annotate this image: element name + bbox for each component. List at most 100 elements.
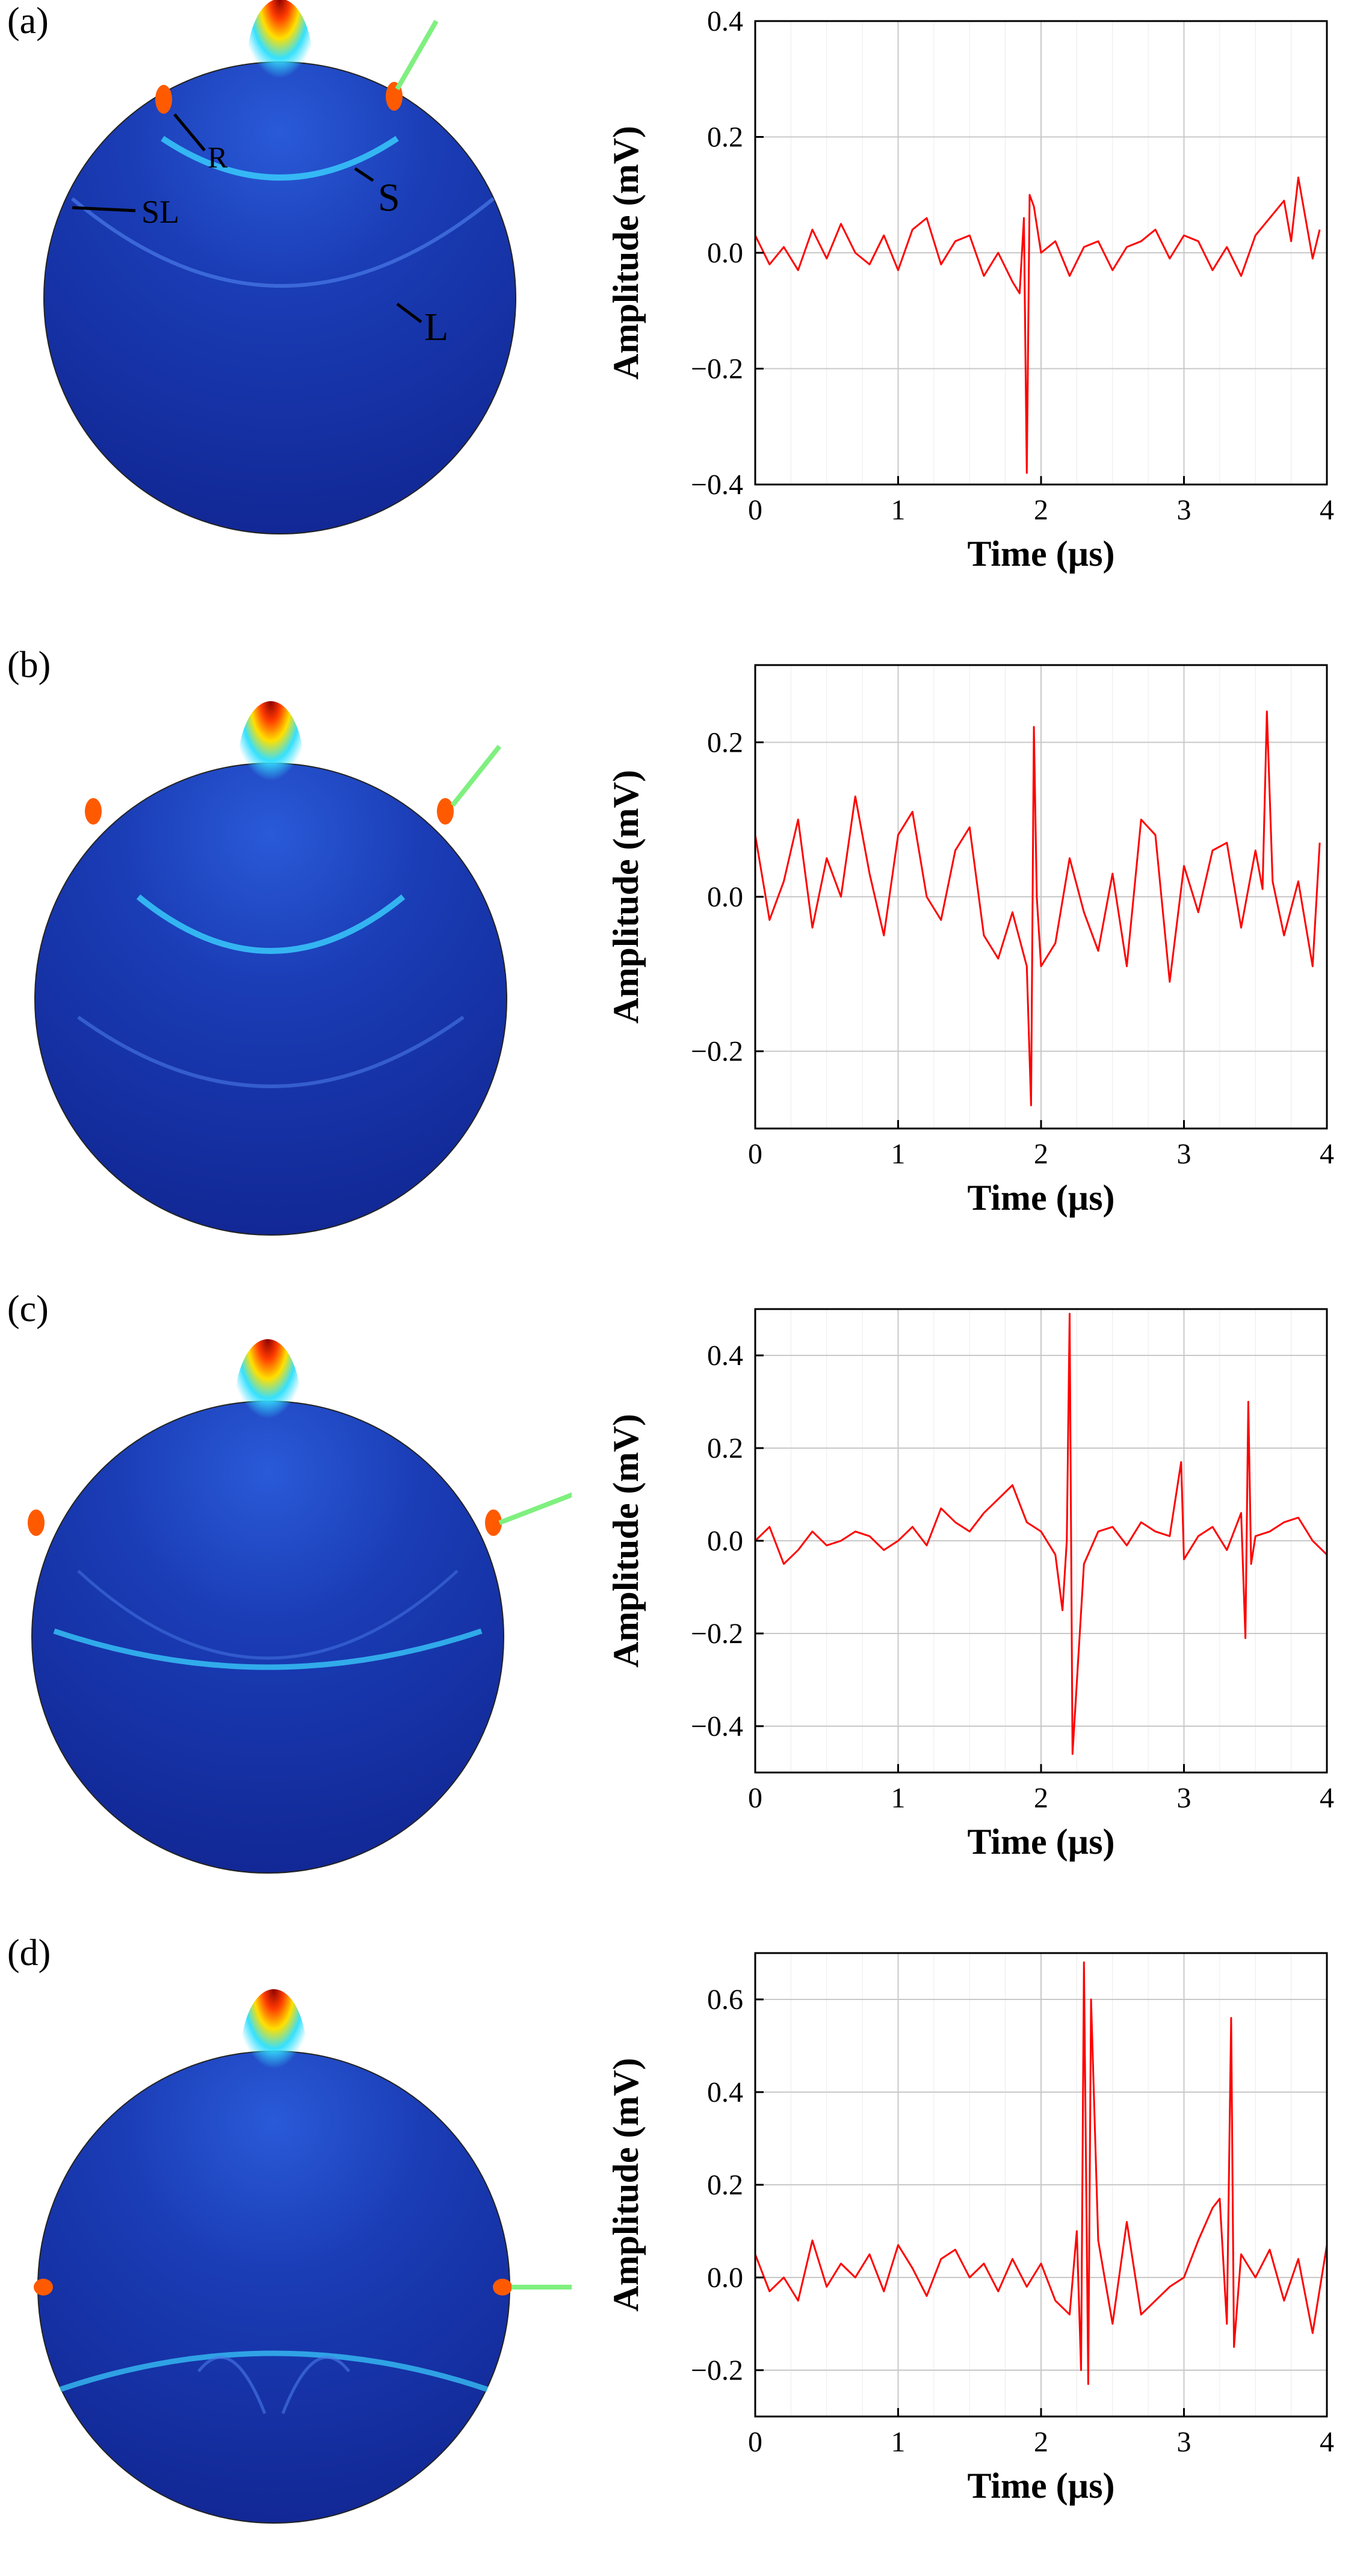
wave-simulation [28,1339,572,1874]
pointer-arrow-icon [395,20,439,90]
time-series-plot: 0 1 2 3 4 −0.4 −0.2 0.0 0.2 0.4 Time (µs) Amplitude… [606,5,1334,574]
x-tick-label: 1 [891,2426,906,2458]
time-series-plot: 0 1 2 3 4 −0.2 0.0 0.2 Time (µs) Amplitude (mV) [606,664,1334,1218]
x-tick-label: 0 [748,1138,762,1170]
x-tick-label: 4 [1320,1138,1334,1170]
hotspot-right [437,798,454,825]
x-axis-title: Time (µs) [967,1822,1114,1862]
x-tick-label: 3 [1177,1138,1191,1170]
wavefront-l [71,197,495,288]
x-tick-label: 2 [1034,1782,1048,1814]
y-tick-label: 0.2 [707,726,743,758]
x-tick-label: 3 [1177,1782,1191,1814]
hotspot-left [155,85,172,114]
arrow-r [173,113,206,152]
wavefront-l [197,2356,350,2414]
y-tick-label: −0.2 [691,353,743,385]
y-tick-label: −0.4 [691,469,743,501]
signal-line [754,710,1321,1106]
x-tick-label: 2 [1034,494,1048,526]
y-axis-title: Amplitude (mV) [606,770,646,1024]
y-tick-label: 0.2 [707,1432,743,1464]
wavefront-l [77,1015,465,1088]
y-axis-title: Amplitude (mV) [606,1414,646,1668]
y-tick-label: 0.0 [707,2262,743,2294]
pointer-arrow-icon [498,1492,572,1525]
wavefront-s [136,894,406,954]
x-tick-label: 2 [1034,1138,1048,1170]
x-tick-label: 3 [1177,494,1191,526]
wavefront-s [59,2350,489,2392]
annotation-s: S [378,176,400,220]
source-hotspot [241,1989,307,2122]
wave-simulation [34,701,507,1236]
wave-simulation [34,1989,572,2524]
x-tick-label: 2 [1034,2426,1048,2458]
panel-label: (d) [7,1933,51,1974]
panel-a: (a) R S SL L [0,0,1366,644]
hotspot-left [85,798,102,825]
source-hotspot [238,701,304,834]
y-tick-label: −0.2 [691,2355,743,2386]
source-hotspot [247,0,313,131]
annotation-r: R [208,140,228,174]
hotspot-left [28,1509,45,1536]
arrow-sl [72,206,136,212]
panel-label: (b) [7,645,51,686]
specimen-disk [31,1401,504,1874]
hotspot-left [34,2279,53,2296]
hotspot-right [493,2279,512,2296]
panel-c: (c) 0 1 2 3 4 −0.4 −0.2 0.0 0.2 0.4 Time (µs) Ampli… [0,1288,1366,1932]
y-tick-label: 0.4 [707,5,743,37]
x-tick-label: 1 [891,1138,906,1170]
y-tick-label: 0.0 [707,881,743,913]
y-tick-label: −0.4 [691,1711,743,1742]
x-tick-label: 0 [748,2426,762,2458]
annotation-sl: SL [141,194,179,230]
specimen-disk [43,61,516,534]
arrow-s [354,167,374,182]
specimen-disk [34,763,507,1236]
y-tick-label: 0.0 [707,237,743,269]
hotspot-right [485,1509,502,1536]
x-axis-title: Time (µs) [967,534,1114,574]
y-axis-title: Amplitude (mV) [606,2058,646,2312]
y-tick-label: −0.2 [691,1036,743,1068]
signal-line [754,176,1321,474]
x-axis-title: Time (µs) [967,1178,1114,1218]
arrow-l [396,303,422,323]
y-tick-label: 0.4 [707,2076,743,2108]
annotation-l: L [424,305,448,349]
wavefront-s [161,135,399,181]
panel-d: (d) 0 1 2 3 4 −0.2 0.0 0.2 0.4 0.6 Time (µs) Amplit… [0,1932,1366,2576]
x-tick-label: 0 [748,1782,762,1814]
x-tick-label: 0 [748,494,762,526]
wavefront-s [53,1628,483,1670]
wavefront-l [77,1570,459,1660]
y-tick-label: 0.2 [707,122,743,153]
x-tick-label: 1 [891,494,906,526]
time-series-plot: 0 1 2 3 4 −0.2 0.0 0.2 0.4 0.6 Time (µs) Amplitude … [606,1952,1334,2506]
panel-b: (b) 0 1 2 3 4 −0.2 0.0 0.2 Time (µs) Amplitude (m… [0,644,1366,1288]
panel-label: (a) [7,1,49,42]
x-tick-label: 1 [891,1782,906,1814]
x-tick-label: 4 [1320,2426,1334,2458]
time-series-plot: 0 1 2 3 4 −0.4 −0.2 0.0 0.2 0.4 Time (µs) Amplitude… [606,1308,1334,1862]
signal-line [754,1961,1328,2385]
x-tick-label: 3 [1177,2426,1191,2458]
x-axis-title: Time (µs) [967,2466,1114,2506]
y-tick-label: 0.0 [707,1525,743,1557]
pointer-arrow-icon [450,745,502,807]
x-tick-label: 4 [1320,1782,1334,1814]
wave-simulation: R S SL L [43,0,516,534]
specimen-disk [37,2051,510,2524]
source-hotspot [235,1339,301,1472]
signal-line [754,1313,1328,1755]
panel-label: (c) [7,1289,49,1330]
x-tick-label: 4 [1320,494,1334,526]
y-axis-title: Amplitude (mV) [606,126,646,380]
y-tick-label: 0.4 [707,1340,743,1372]
y-tick-label: 0.6 [707,1984,743,2016]
y-tick-label: −0.2 [691,1618,743,1650]
y-tick-label: 0.2 [707,2169,743,2201]
